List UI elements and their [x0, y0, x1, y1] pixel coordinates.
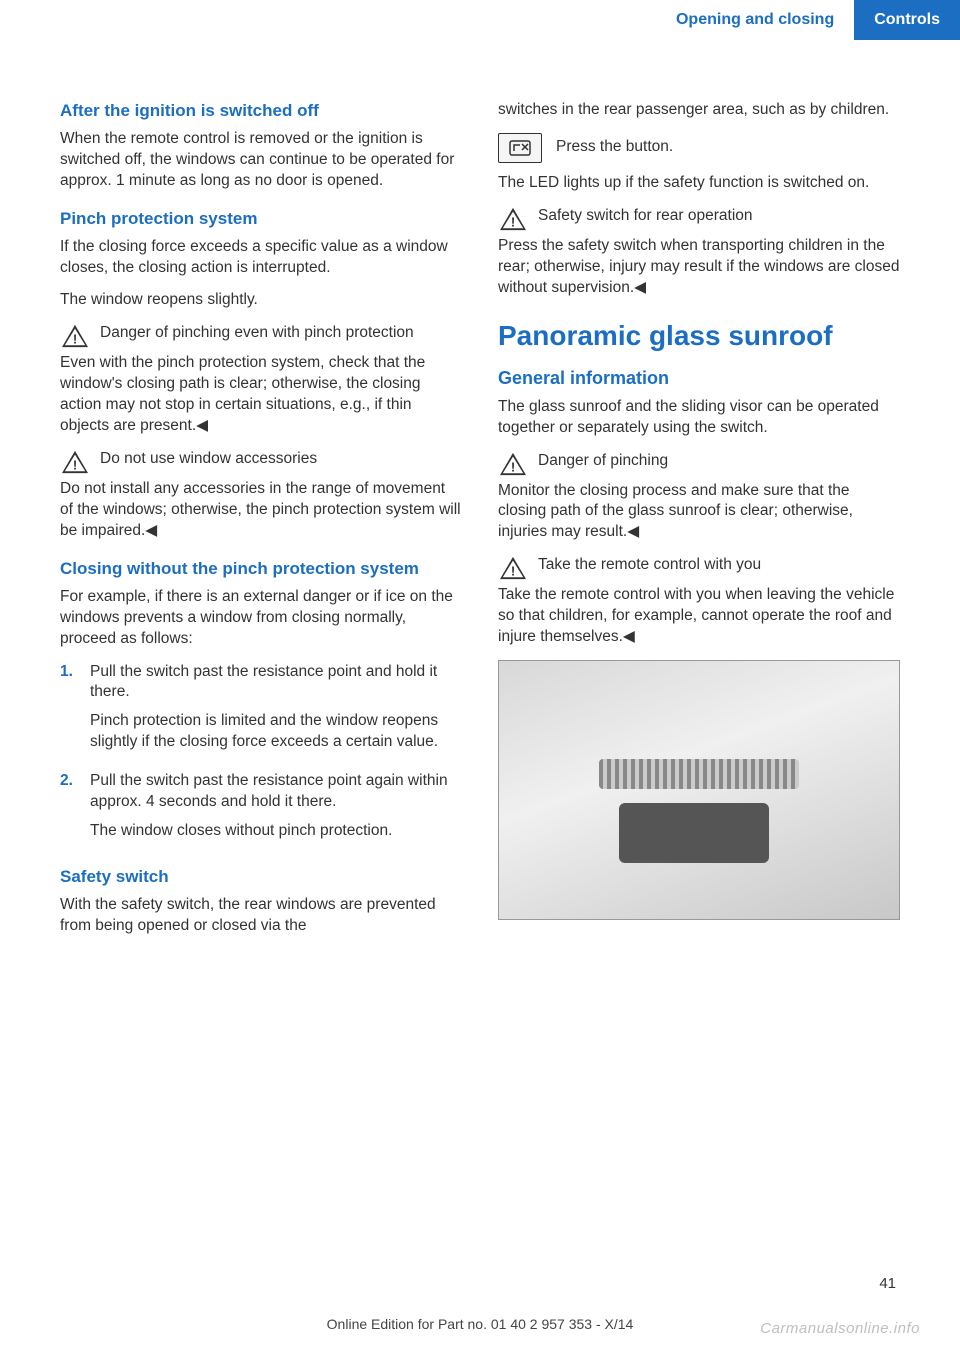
warning-accessories: ! Do not use window accessories	[60, 449, 462, 475]
page-content: After the ignition is switched off When …	[0, 40, 960, 969]
warning-icon: !	[60, 323, 90, 349]
watermark-text: Carmanualsonline.info	[760, 1320, 920, 1337]
warning-pinch-danger: ! Danger of pinching even with pinch pro…	[60, 323, 462, 349]
para-safety-switch: With the safety switch, the rear windows…	[60, 895, 462, 937]
left-column: After the ignition is switched off When …	[60, 100, 462, 949]
step-number: 2.	[60, 771, 80, 850]
svg-text:!: !	[73, 332, 77, 347]
para-pinch-2: The window reopens slightly.	[60, 290, 462, 311]
right-column: switches in the rear passenger area, suc…	[498, 100, 900, 949]
warning-pinch-body: Even with the pinch protection system, c…	[60, 353, 462, 437]
warning-pinch-title: Danger of pinching even with pinch prote…	[100, 323, 462, 344]
warning-remote-body: Take the remote control with you when le…	[498, 585, 900, 648]
warning-icon: !	[60, 449, 90, 475]
warning-icon: !	[498, 555, 528, 581]
warning-safety-switch-rear: ! Safety switch for rear operation	[498, 206, 900, 232]
heading-panoramic-sunroof: Panoramic glass sunroof	[498, 317, 900, 355]
para-ignition-off: When the remote control is removed or th…	[60, 129, 462, 192]
warning-remote-title: Take the remote control with you	[538, 555, 900, 576]
header-section-label: Opening and closing	[656, 0, 854, 40]
step-2-b: The window closes without pinch protecti…	[90, 821, 462, 842]
warning-sunroof-pinch: ! Danger of pinching	[498, 451, 900, 477]
step-number: 1.	[60, 662, 80, 762]
para-cont-children: switches in the rear passenger area, suc…	[498, 100, 900, 121]
step-2: 2. Pull the switch past the resistance p…	[60, 771, 462, 850]
heading-ignition-off: After the ignition is switched off	[60, 100, 462, 123]
para-pinch-1: If the closing force exceeds a specific …	[60, 237, 462, 279]
button-instruction-label: Press the button.	[556, 137, 673, 158]
svg-text:!: !	[511, 564, 515, 579]
warning-safety-body: Press the safety switch when transportin…	[498, 236, 900, 299]
warning-remote-control: ! Take the remote control with you	[498, 555, 900, 581]
para-led: The LED lights up if the safety function…	[498, 173, 900, 194]
heading-pinch-protection: Pinch protection system	[60, 208, 462, 231]
svg-text:!: !	[511, 214, 515, 229]
heading-safety-switch: Safety switch	[60, 866, 462, 889]
step-1-b: Pinch protection is limited and the wind…	[90, 711, 462, 753]
warning-accessories-body: Do not install any accessories in the ra…	[60, 479, 462, 542]
header-chapter-label: Controls	[854, 0, 960, 40]
step-1-a: Pull the switch past the resistance poin…	[90, 662, 462, 704]
warning-accessories-title: Do not use window accessories	[100, 449, 462, 470]
step-2-a: Pull the switch past the resistance poin…	[90, 771, 462, 813]
warning-sunroof-pinch-title: Danger of pinching	[538, 451, 900, 472]
page-number: 41	[879, 1275, 896, 1292]
steps-list: 1. Pull the switch past the resistance p…	[60, 662, 462, 850]
heading-closing-without-pinch: Closing without the pinch protection sys…	[60, 558, 462, 581]
step-1: 1. Pull the switch past the resistance p…	[60, 662, 462, 762]
para-closing-intro: For example, if there is an external dan…	[60, 587, 462, 650]
button-instruction-row: Press the button.	[498, 133, 900, 163]
safety-button-icon	[498, 133, 542, 163]
svg-text:!: !	[73, 458, 77, 473]
heading-general-info: General information	[498, 366, 900, 390]
warning-icon: !	[498, 206, 528, 232]
warning-icon: !	[498, 451, 528, 477]
page-header: Opening and closing Controls	[0, 0, 960, 40]
sunroof-controls-photo	[498, 660, 900, 920]
para-general-info: The glass sunroof and the sliding visor …	[498, 397, 900, 439]
warning-sunroof-pinch-body: Monitor the closing process and make sur…	[498, 481, 900, 544]
warning-safety-title: Safety switch for rear operation	[538, 206, 900, 227]
svg-text:!: !	[511, 459, 515, 474]
